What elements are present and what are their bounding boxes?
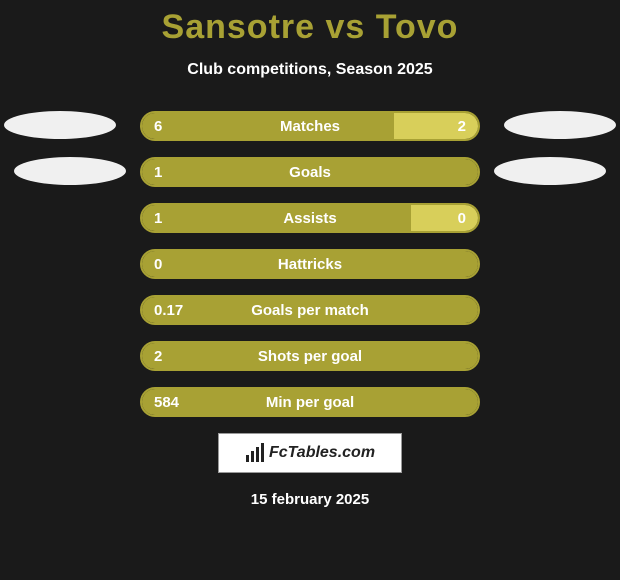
- fctables-logo[interactable]: FcTables.com: [218, 433, 402, 473]
- stat-label: Hattricks: [142, 251, 478, 277]
- date-label: 15 february 2025: [0, 491, 620, 508]
- stat-bar: 584Min per goal: [140, 387, 480, 417]
- subtitle: Club competitions, Season 2025: [0, 61, 620, 79]
- stat-label: Matches: [142, 113, 478, 139]
- stat-bar: 0Hattricks: [140, 249, 480, 279]
- stat-bars: 6Matches21Goals1Assists00Hattricks0.17Go…: [140, 111, 480, 417]
- team-left-logo-placeholder: [14, 157, 126, 185]
- team-right-logo-placeholder: [494, 157, 606, 185]
- stat-right-value: 2: [458, 113, 466, 139]
- stat-label: Assists: [142, 205, 478, 231]
- logo-text: FcTables.com: [269, 444, 375, 462]
- stat-bar: 1Goals: [140, 157, 480, 187]
- stat-bar: 0.17Goals per match: [140, 295, 480, 325]
- stat-right-value: 0: [458, 205, 466, 231]
- player-right-photo-placeholder: [504, 111, 616, 139]
- stat-bar: 2Shots per goal: [140, 341, 480, 371]
- stat-bar: 1Assists0: [140, 203, 480, 233]
- stats-area: 6Matches21Goals1Assists00Hattricks0.17Go…: [0, 111, 620, 417]
- stat-label: Min per goal: [142, 389, 478, 415]
- stat-label: Goals per match: [142, 297, 478, 323]
- stat-label: Shots per goal: [142, 343, 478, 369]
- page-title: Sansotre vs Tovo: [0, 0, 620, 47]
- stat-bar: 6Matches2: [140, 111, 480, 141]
- chart-icon: [245, 443, 265, 463]
- player-left-photo-placeholder: [4, 111, 116, 139]
- stat-label: Goals: [142, 159, 478, 185]
